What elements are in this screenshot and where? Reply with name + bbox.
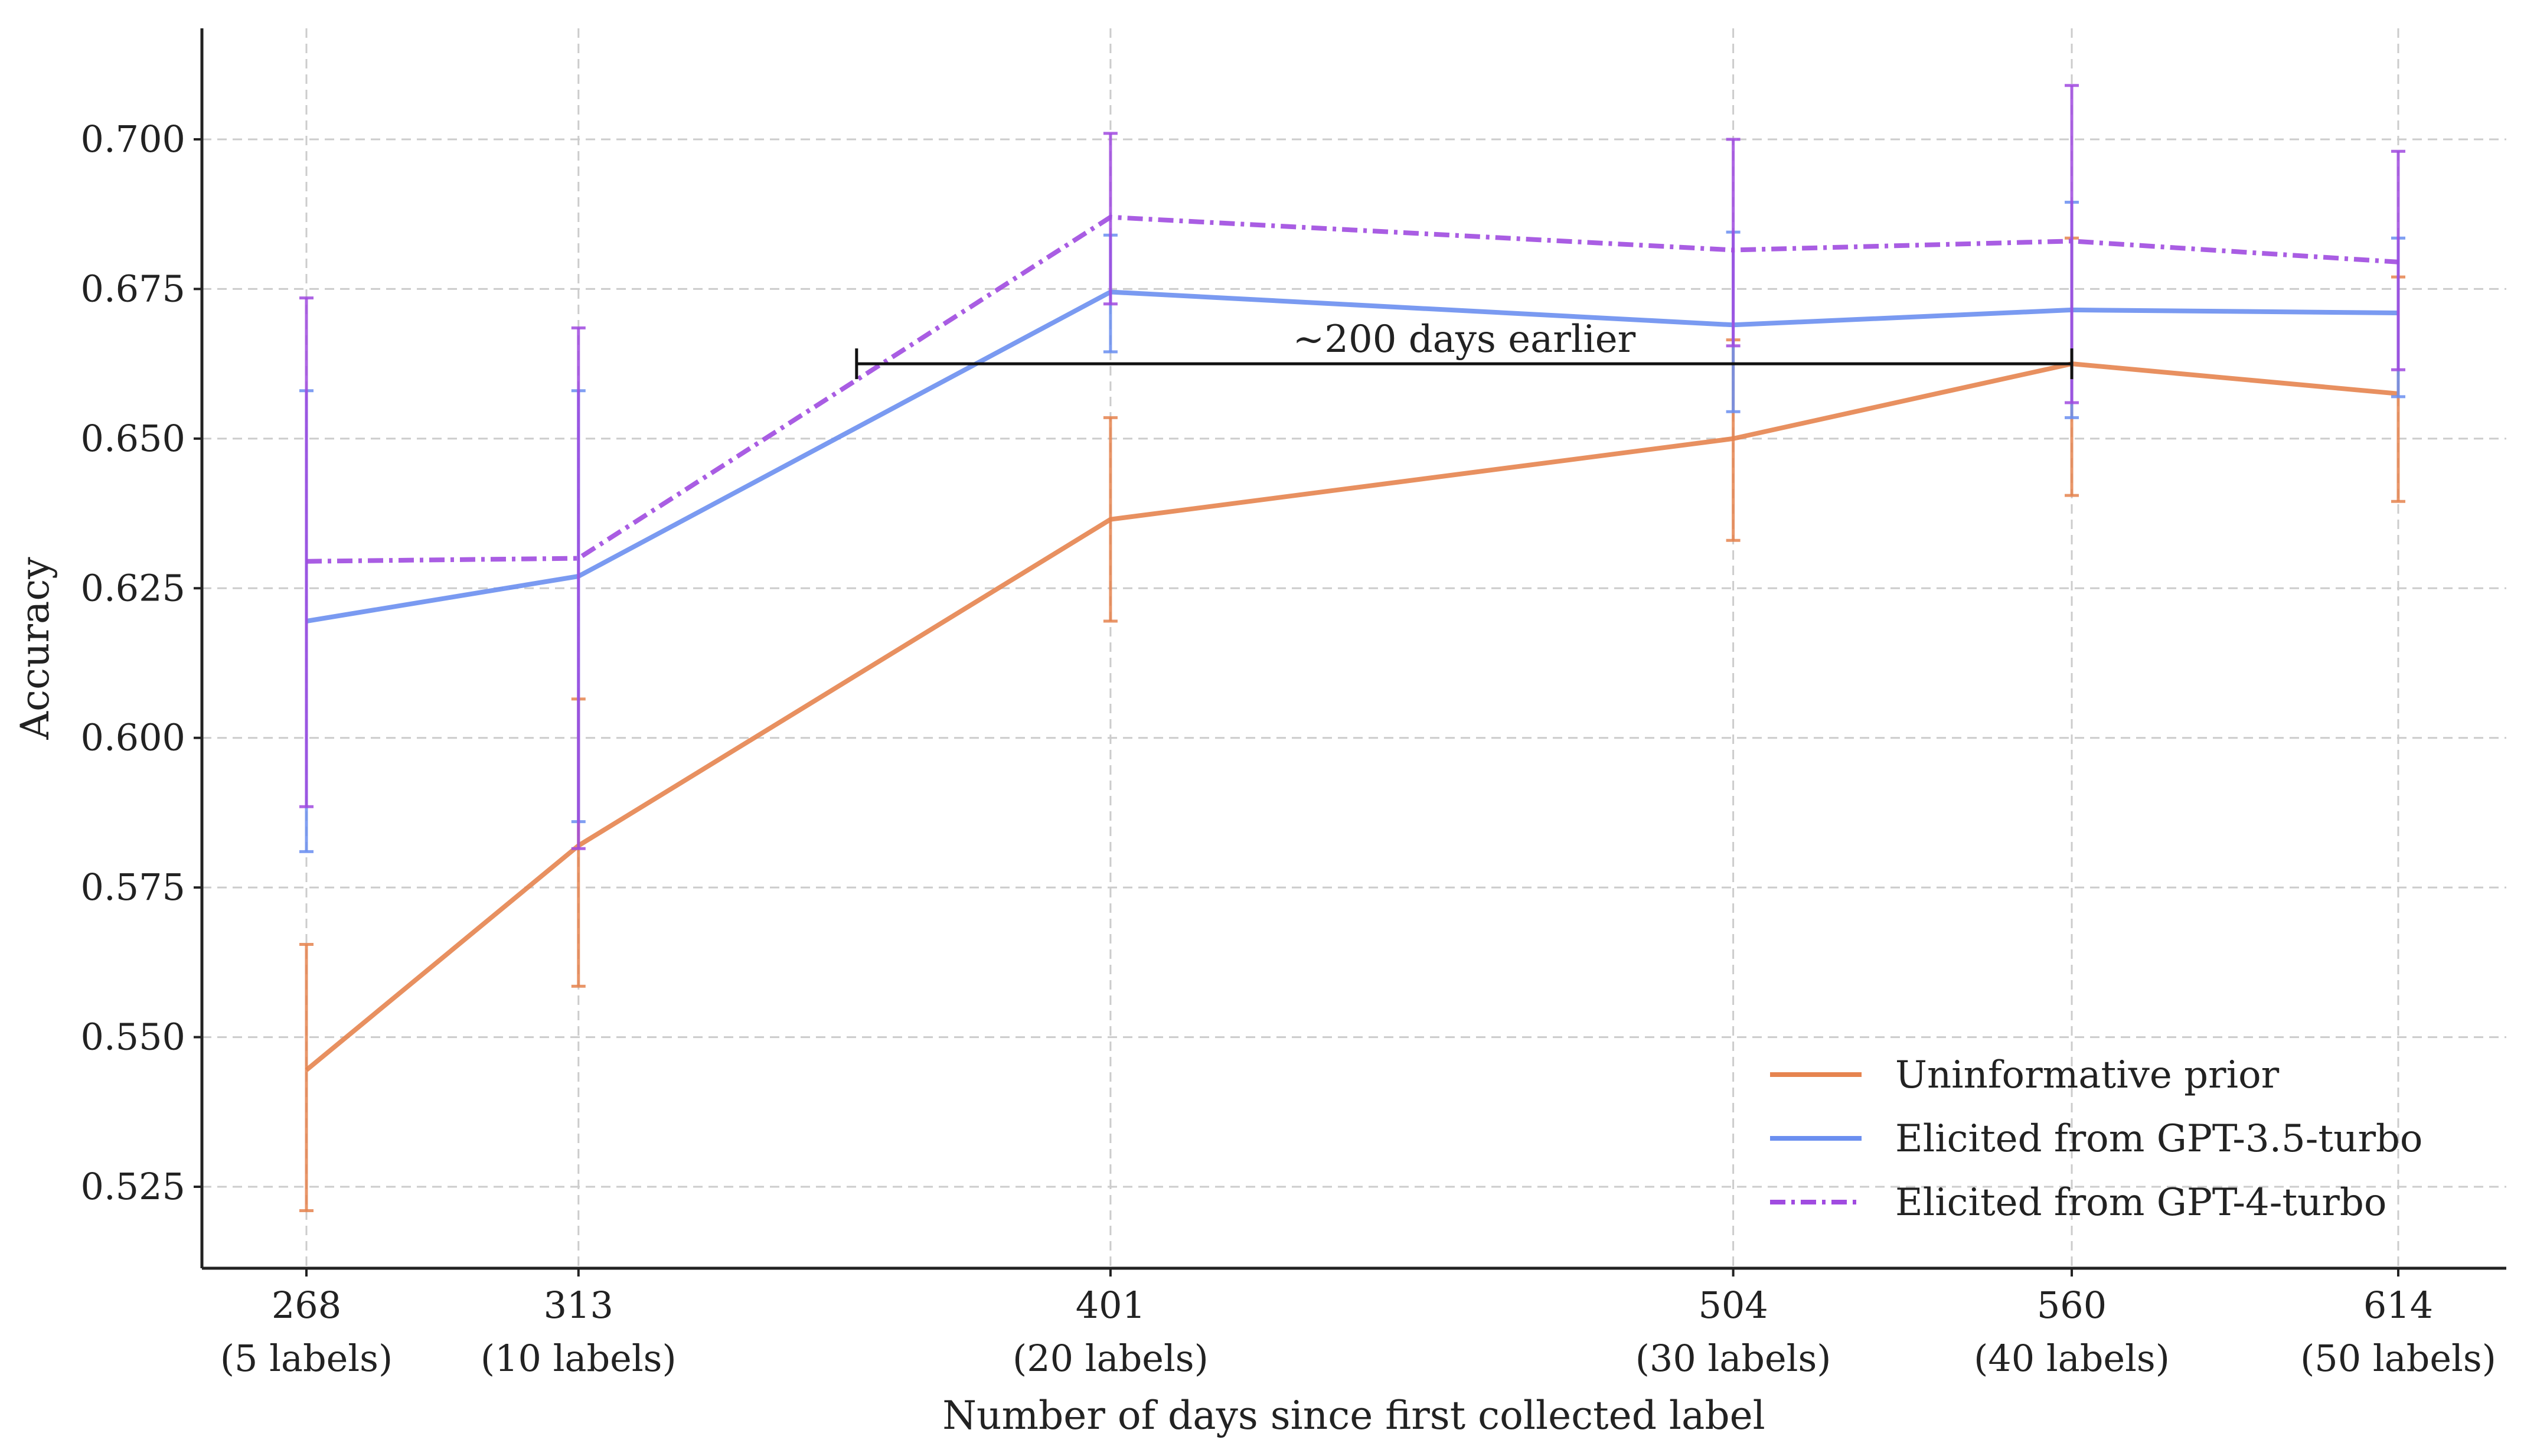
annotation-label: ~200 days earlier [1293,318,1636,361]
y-tick-label: 0.675 [81,267,186,310]
x-axis-title: Number of days since first collected lab… [942,1393,1765,1438]
x-tick-sublabel: (5 labels) [220,1337,393,1380]
annotation-layer: ~200 days earlier [855,318,2074,380]
series-elicited-from-gpt-3-5-turbo [299,200,2405,853]
x-tick-label: 268 [272,1284,341,1327]
series-line [306,214,2399,564]
y-tick-labels: 0.525 0.550 0.575 0.600 0.625 0.650 0.675 0.700 [81,117,202,1208]
legend-label: Elicited from GPT-3.5-turbo [1895,1117,2422,1161]
x-tick-label: 560 [2037,1284,2107,1327]
y-tick-label: 0.525 [81,1165,186,1208]
y-tick-label: 0.575 [81,866,186,909]
y-tick-label: 0.625 [81,566,186,609]
legend-entry-elicited-from-gpt-4-turbo: Elicited from GPT-4-turbo [1770,1181,2386,1225]
x-tick-label: 614 [2363,1284,2433,1327]
y-tick-label: 0.600 [81,716,186,759]
x-tick-sublabel: (40 labels) [1974,1337,2170,1380]
y-axis-title: Accuracy [12,557,58,740]
series-line [305,361,2399,1072]
y-tick-label: 0.550 [81,1016,186,1059]
axes-layer [200,28,2506,1270]
y-tick-label: 0.700 [81,117,186,161]
x-tick-sublabel: (50 labels) [2300,1337,2496,1380]
series-layer [299,84,2405,1213]
legend-entry-uninformative-prior: Uninformative prior [1770,1053,2280,1097]
legend-label: Elicited from GPT-4-turbo [1895,1181,2386,1225]
x-tick-sublabel: (30 labels) [1635,1337,1831,1380]
x-tick-label: 504 [1698,1284,1768,1327]
x-tick-labels: 268 (5 labels) 313 (10 labels) 401 (20 labels… [220,1268,2496,1380]
legend-entry-elicited-from-gpt-3-5-turbo: Elicited from GPT-3.5-turbo [1770,1117,2422,1161]
legend: Uninformative prior Elicited from GPT-3.5… [1770,1053,2422,1225]
series-line [306,289,2399,623]
x-tick-label: 313 [544,1284,613,1327]
y-tick-label: 0.650 [81,417,186,460]
series-elicited-from-gpt-4-turbo [299,84,2405,850]
legend-label: Uninformative prior [1895,1053,2280,1097]
x-tick-sublabel: (20 labels) [1013,1337,1209,1380]
x-tick-sublabel: (10 labels) [481,1337,677,1380]
x-tick-label: 401 [1076,1284,1145,1327]
